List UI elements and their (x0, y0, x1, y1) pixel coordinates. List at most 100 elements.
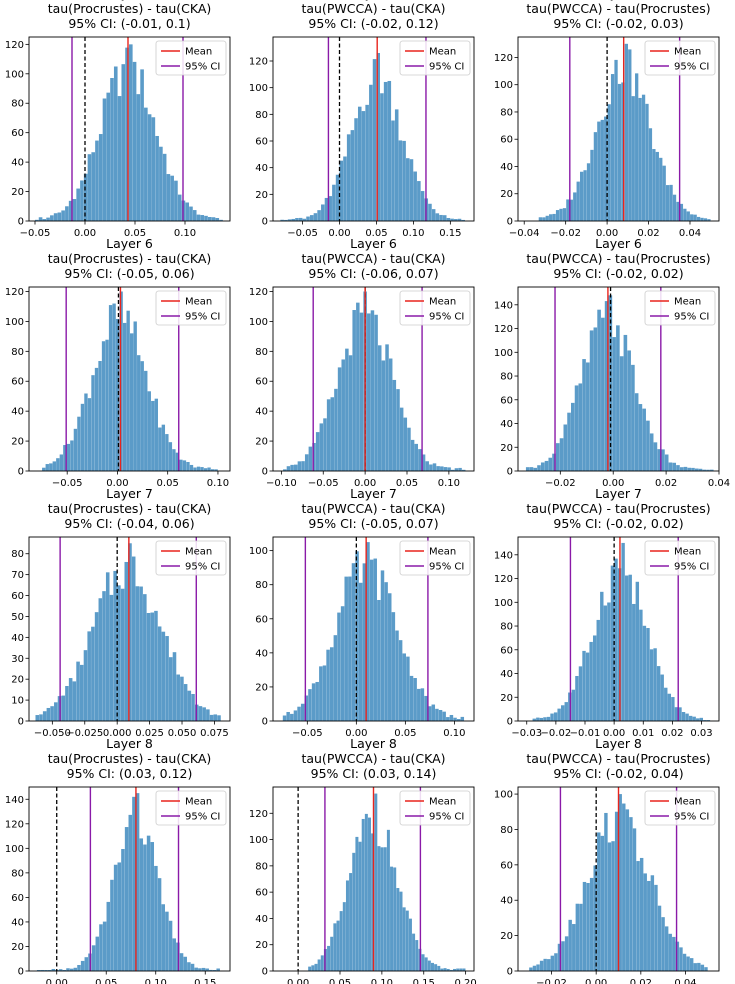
histogram-bar (80, 180, 84, 221)
histogram-bar (117, 862, 122, 971)
histogram-bar (699, 717, 704, 721)
x-tick-label: 0.02 (655, 478, 677, 489)
histogram-bar (165, 434, 169, 471)
legend-ci-label: 95% CI (185, 62, 220, 73)
chart-title-line: tau(Procrustes) - tau(CKA) (48, 1, 212, 16)
y-tick-label: 60 (500, 395, 513, 406)
y-tick-label: 20 (500, 443, 513, 454)
histogram-bar (402, 907, 406, 971)
histogram-bar (629, 817, 633, 971)
histogram-bar (73, 428, 78, 471)
histogram-bar (607, 842, 612, 971)
histogram-bar (656, 666, 661, 721)
histogram-bar (635, 73, 639, 222)
y-tick-label: 120 (249, 809, 268, 820)
histogram-bar (392, 379, 397, 471)
histogram-bar (44, 970, 48, 971)
histogram-bar (329, 647, 334, 721)
y-tick-label: 120 (494, 324, 513, 335)
axes-frame (28, 786, 231, 972)
histogram-bar (614, 811, 619, 971)
histogram-bar (150, 612, 155, 721)
histogram-bar (193, 467, 197, 471)
legend-ci-label: 95% CI (429, 562, 464, 573)
histogram-bar (438, 709, 443, 721)
histogram-bar (413, 678, 417, 721)
histogram-bar (53, 213, 58, 221)
histogram-bar (172, 652, 177, 721)
legend: Mean 95% CI (399, 540, 471, 576)
x-tick-label: −0.05 (308, 478, 339, 489)
histogram-bar (593, 132, 598, 221)
histogram-bar (295, 218, 299, 221)
subplot-2: Layer 5tau(PWCCA) - tau(CKA)95% CI: (-0.… (249, 0, 475, 239)
histogram-bar (631, 364, 635, 471)
histogram-bar (399, 407, 404, 471)
histogram-bar (115, 318, 120, 471)
histogram-bar (610, 565, 615, 721)
histogram-bar (676, 465, 680, 471)
histogram-bar (161, 631, 166, 721)
histogram-bar (42, 711, 47, 721)
histogram-bar (586, 882, 590, 971)
legend-mean-label: Mean (185, 47, 212, 58)
axes-frame (28, 36, 231, 222)
histogram-bar (575, 676, 579, 721)
histogram-bar (628, 49, 632, 222)
histogram-bar (286, 466, 291, 471)
histogram-bar (555, 443, 560, 471)
histogram-bar (219, 219, 223, 221)
histogram-bar (170, 175, 174, 221)
histogram-bar (377, 846, 381, 971)
histogram-bar (559, 438, 564, 471)
histogram-bar (337, 367, 342, 471)
histogram-bar (194, 967, 198, 971)
histogram-bar (582, 359, 586, 471)
axes-frame (28, 286, 231, 472)
histogram-bar (415, 940, 419, 971)
histogram-bar (76, 661, 80, 721)
histogram-bar (574, 385, 579, 471)
chart-title-line: tau(PWCCA) - tau(CKA) (301, 751, 445, 766)
histogram-bar (600, 835, 605, 971)
histogram-bar (77, 416, 81, 471)
y-tick-label: 40 (500, 162, 513, 173)
x-tick-label: 0.000 (103, 728, 132, 739)
histogram-bar (449, 969, 453, 971)
y-tick-label: 100 (249, 546, 268, 557)
histogram-bar (189, 464, 194, 471)
y-tick-label: 20 (255, 437, 268, 448)
y-tick-label: 40 (500, 419, 513, 430)
histogram-bar (686, 211, 690, 221)
legend-mean-label: Mean (674, 547, 701, 558)
x-tick-label: 0.03 (690, 728, 712, 739)
histogram-bar (704, 967, 708, 971)
chart-title-line: 95% CI: (-0.02, 0.12) (308, 16, 438, 31)
y-tick-label: 120 (249, 287, 268, 298)
histogram-bar (35, 715, 40, 721)
histogram-bar (453, 968, 457, 971)
histogram-bar (539, 960, 544, 971)
histogram-bar (165, 636, 169, 721)
histogram-bar (102, 591, 106, 721)
chart-title-line: Layer 8 (595, 736, 642, 751)
x-tick-label: 0.075 (200, 728, 229, 739)
histogram-bar (317, 210, 321, 221)
y-tick-label: 40 (255, 163, 268, 174)
histogram-bar (214, 469, 218, 471)
histogram-bar (207, 216, 212, 221)
subplot-1: Layer 5tau(Procrustes) - tau(CKA)95% CI:… (5, 0, 231, 239)
histogram-bar (597, 121, 601, 221)
histogram-bar (614, 558, 618, 721)
x-tick-label: 0.00 (328, 228, 350, 239)
histogram-bar (39, 714, 43, 721)
histogram-bar (579, 171, 584, 221)
histogram-bar (319, 666, 323, 721)
histogram-bar (597, 309, 601, 471)
histogram-bar (369, 559, 374, 721)
histogram-bar (672, 936, 676, 971)
legend-ci-label: 95% CI (185, 312, 220, 323)
histogram-bar (660, 674, 664, 721)
histogram-bar (284, 219, 288, 221)
